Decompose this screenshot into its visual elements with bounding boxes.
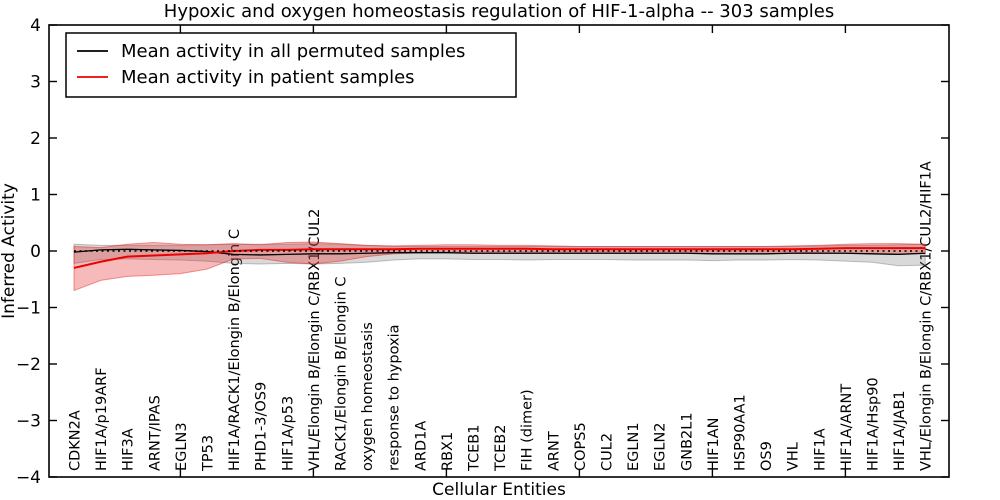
legend-label-patient: Mean activity in patient samples — [121, 67, 415, 88]
x-tick-label: GNB2L1 — [679, 412, 695, 471]
x-tick-label: ARD1A — [413, 421, 429, 471]
legend-box — [65, 32, 517, 98]
y-tick-label: −2 — [16, 355, 41, 375]
y-tick-label: −4 — [16, 468, 41, 488]
legend-label-permuted: Mean activity in all permuted samples — [121, 41, 465, 62]
patient-mean-line — [73, 247, 926, 269]
x-tick-label: HIF1A/JAB1 — [892, 390, 908, 471]
x-tick-label: RBX1 — [440, 432, 456, 471]
legend: Mean activity in all permuted samples Me… — [65, 32, 517, 98]
x-tick-label: HIF1A/p19ARF — [94, 367, 110, 471]
x-tick-label: oxygen homeostasis — [360, 322, 376, 471]
y-tick-label: 4 — [30, 16, 41, 36]
series-lines — [73, 247, 926, 269]
x-axis-label: Cellular Entities — [432, 480, 566, 500]
x-tick-label: ARNT — [546, 431, 562, 471]
x-tick-label: HSP90AA1 — [733, 394, 749, 471]
y-tick-label: −1 — [16, 299, 41, 319]
y-axis-label: Inferred Activity — [0, 183, 19, 319]
x-tick-label: TCEB2 — [493, 425, 509, 472]
x-tick-label: EGLN3 — [174, 422, 190, 471]
x-tick-label: COPS5 — [573, 422, 589, 471]
x-tick-label: PHD1-3/OS9 — [254, 382, 270, 471]
x-tick-label: HIF1A/Hsp90 — [866, 377, 882, 471]
chart-title: Hypoxic and oxygen homeostasis regulatio… — [164, 1, 834, 22]
x-tick-labels: CDKN2A HIF1A/p19ARF HIF3A ARNT/IPAS EGLN3 TP5… — [68, 161, 935, 472]
x-tick-label: CDKN2A — [68, 410, 84, 471]
x-tick-label: response to hypoxia — [387, 324, 403, 471]
y-tick-label: −3 — [16, 412, 41, 432]
y-tick-labels: 4 3 2 1 0 −1 −2 −3 −4 — [16, 16, 41, 488]
x-tick-label: HIF1A/RACK1/Elongin B/Elongin C — [227, 229, 243, 471]
x-tick-label: EGLN1 — [626, 422, 642, 471]
axis-ticks — [49, 24, 949, 478]
x-tick-label: FIH (dimer) — [520, 389, 536, 471]
x-tick-label: HIF1A/p53 — [280, 396, 296, 471]
x-tick-label: RACK1/Elongin B/Elongin C — [334, 277, 350, 471]
x-tick-label: VHL/Elongin B/Elongin C/RBX1/CUL2 — [307, 209, 323, 471]
x-tick-label: HIF1A — [812, 428, 828, 471]
x-tick-label: CUL2 — [600, 433, 616, 471]
x-tick-label: EGLN2 — [653, 422, 669, 471]
y-tick-label: 3 — [30, 73, 41, 93]
x-tick-label: VHL — [786, 442, 802, 471]
x-tick-label: HIF1A/ARNT — [839, 384, 855, 471]
y-tick-label: 1 — [30, 186, 41, 206]
x-tick-label: HIF1AN — [706, 417, 722, 471]
y-tick-label: 2 — [30, 129, 41, 149]
y-tick-label: 0 — [30, 242, 41, 262]
x-tick-label: TP53 — [201, 435, 217, 472]
x-tick-label: HIF3A — [121, 428, 137, 471]
x-tick-label: TCEB1 — [467, 425, 483, 472]
x-tick-label: VHL/Elongin B/Elongin C/RBX1/CUL2/HIF1A — [919, 161, 935, 471]
x-tick-label: OS9 — [759, 441, 775, 471]
x-tick-label: ARNT/IPAS — [147, 395, 163, 471]
